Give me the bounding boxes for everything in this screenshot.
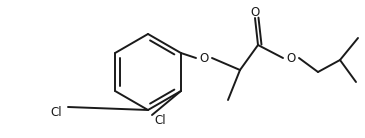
Text: O: O [250, 6, 260, 18]
Text: Cl: Cl [50, 105, 62, 119]
Text: O: O [287, 51, 296, 64]
Text: O: O [199, 51, 209, 64]
Text: Cl: Cl [154, 113, 166, 127]
